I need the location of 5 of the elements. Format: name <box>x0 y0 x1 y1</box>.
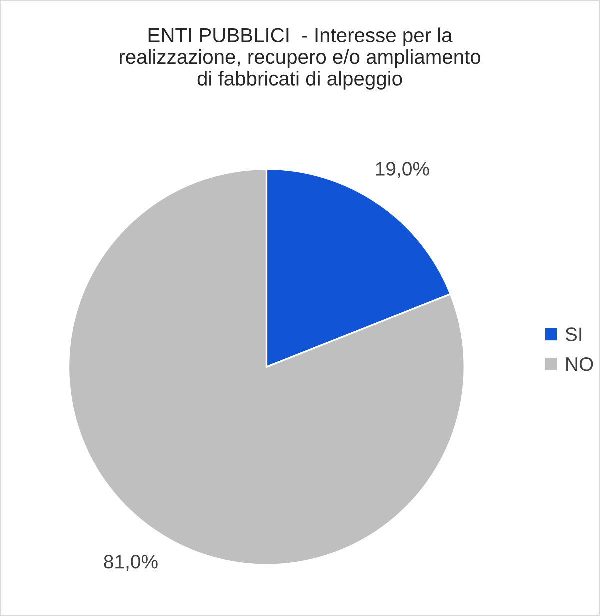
chart-title: ENTI PUBBLICI - Interesse per la realizzazione, recupero e/o ampliamento di fabbricati di alpeggio <box>120 28 481 90</box>
data-label: 81,0% <box>104 555 158 572</box>
data-label: 19,0% <box>376 162 430 178</box>
legend-label: NO <box>566 357 594 372</box>
legend-label: SI <box>566 328 582 342</box>
